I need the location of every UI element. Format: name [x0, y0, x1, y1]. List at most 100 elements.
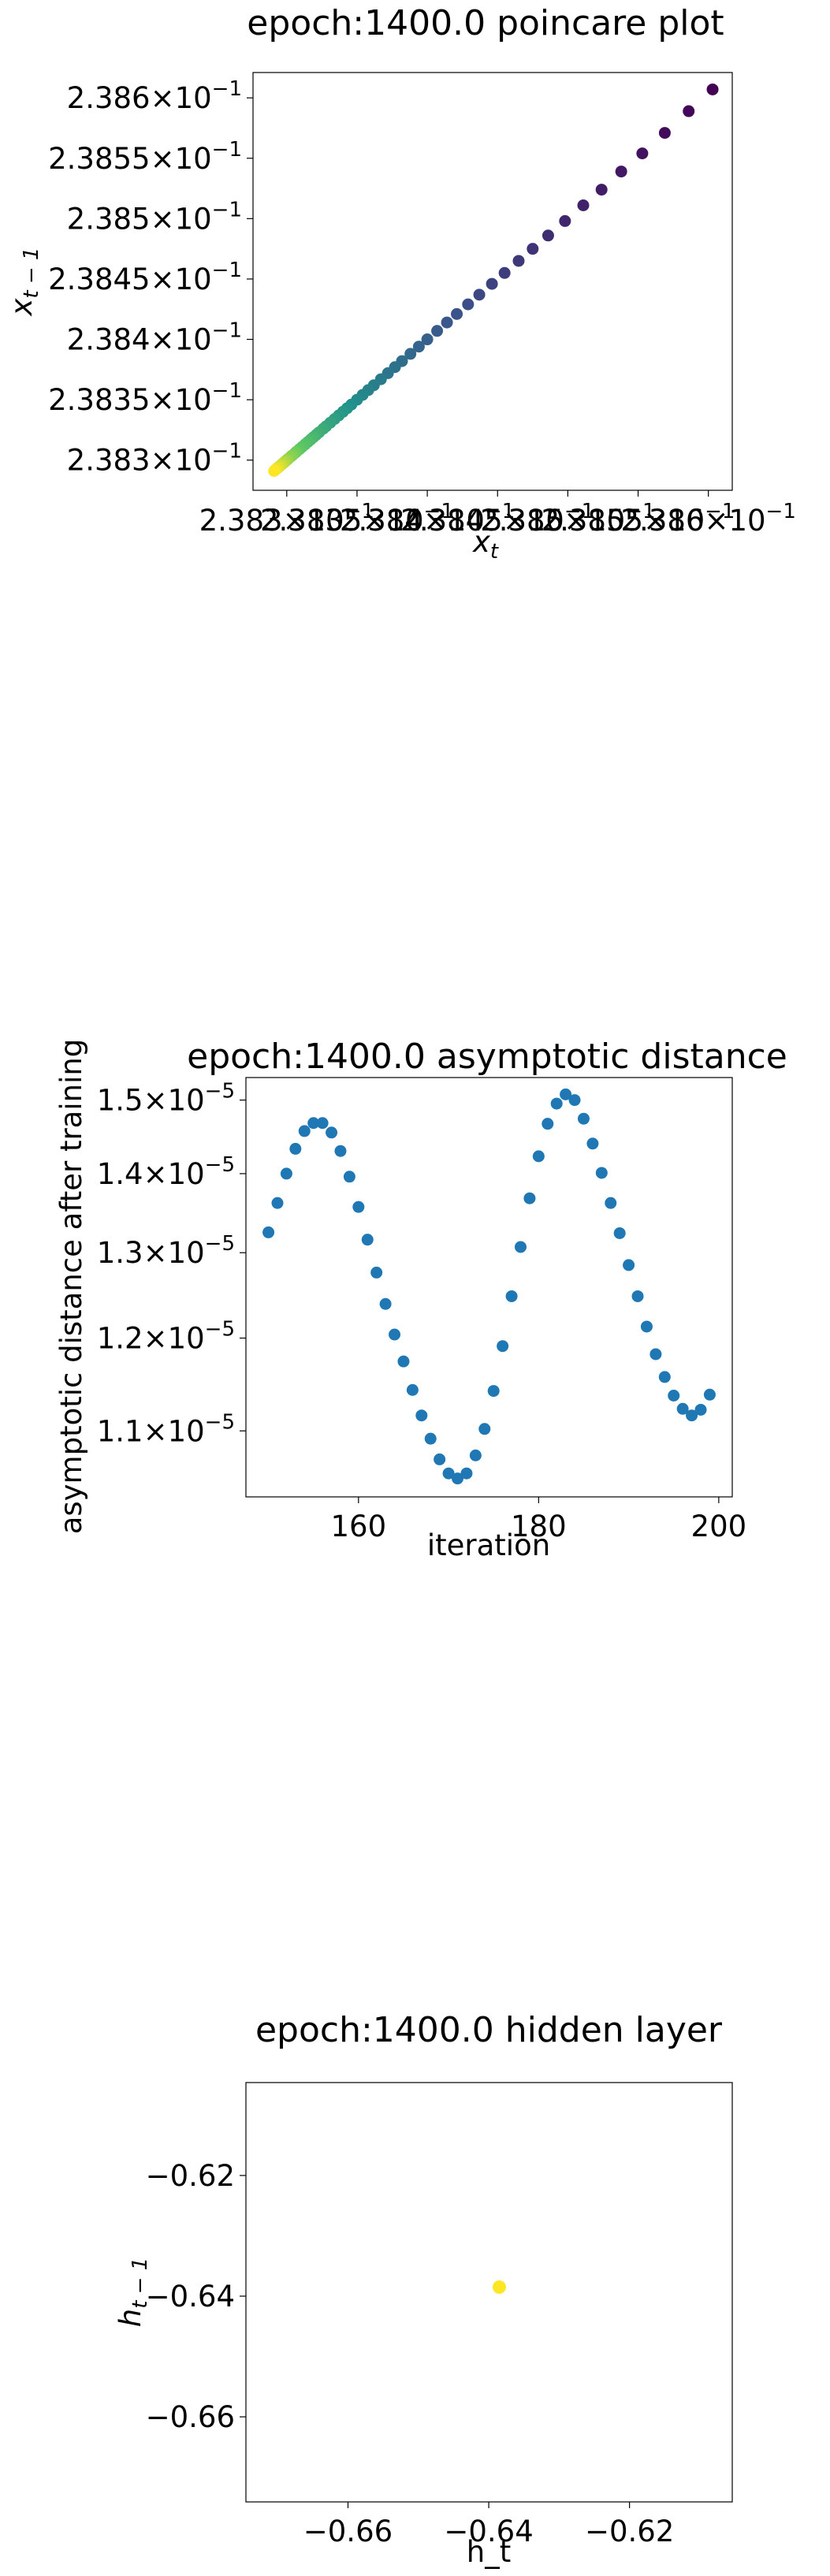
asymptotic-point [550, 1097, 563, 1110]
hidden-layer-y-tick-label: −0.62 [146, 2159, 235, 2193]
poincare-point [462, 298, 475, 311]
asymptotic-axes-frame [245, 1077, 733, 1498]
asymptotic-x-tick-label: 200 [691, 1509, 747, 1543]
poincare-point [542, 229, 554, 242]
asymptotic-point [640, 1320, 653, 1333]
hidden-layer-point [492, 2280, 506, 2294]
poincare-point [683, 105, 695, 117]
hidden-layer-x-tick-label: −0.66 [303, 2515, 393, 2548]
asymptotic-point [668, 1390, 680, 1402]
asymptotic-point [452, 1472, 464, 1485]
asymptotic-point [352, 1201, 365, 1213]
asymptotic-point [631, 1290, 644, 1302]
asymptotic-point [649, 1348, 662, 1361]
poincare-x-tick-label: 2.385×10−1 [480, 500, 655, 538]
asymptotic-point [686, 1409, 698, 1422]
poincare-x-ticks: 2.383×10−12.3835×10−12.384×10−12.3845×10… [199, 490, 796, 538]
asymptotic-point [289, 1142, 302, 1155]
poincare-x-tick-label: 2.3855×10−1 [542, 500, 735, 538]
poincare-y-tick-label: 2.385×10−1 [67, 198, 242, 236]
asymptotic-point [280, 1167, 292, 1180]
poincare-point [527, 243, 539, 255]
asymptotic-point [316, 1117, 329, 1130]
poincare-point [441, 316, 453, 329]
asymptotic-point [658, 1371, 671, 1383]
asymptotic-x-ticks: 160 180 200 [331, 1497, 747, 1543]
asymptotic-y-tick-label: 1.3×10−5 [97, 1232, 235, 1270]
asymptotic-point [586, 1137, 599, 1150]
hidden-layer-y-tick-label: −0.66 [146, 2400, 235, 2434]
asymptotic-point [560, 1088, 572, 1100]
poincare-point [451, 307, 463, 320]
asymptotic-point [415, 1409, 428, 1422]
poincare-x-tick-label: 2.3835×10−1 [260, 500, 454, 538]
hidden-layer-x-tick-label: −0.62 [585, 2515, 674, 2548]
asymptotic-point [613, 1227, 626, 1239]
hidden-layer-x-axis-label: h_t [467, 2535, 511, 2569]
asymptotic-point [703, 1388, 716, 1401]
poincare-y-tick-label: 2.383×10−1 [67, 440, 242, 478]
poincare-point [512, 255, 525, 267]
asymptotic-point [442, 1467, 455, 1480]
poincare-y-tick-label: 2.3855×10−1 [48, 138, 242, 176]
poincare-title: epoch:1400.0 poincare plot [247, 3, 724, 43]
poincare-point [498, 266, 511, 279]
hidden-layer-chart: epoch:1400.0 hidden layer −0.62−0.64−0.6… [114, 2010, 733, 2569]
asymptotic-point [434, 1453, 446, 1465]
asymptotic-y-tick-label: 1.1×10−5 [97, 1410, 235, 1448]
hidden-layer-x-ticks: −0.66 −0.64 −0.62 [303, 2502, 674, 2548]
asymptotic-point [595, 1167, 608, 1179]
hidden-layer-x-tick-label: −0.64 [444, 2515, 533, 2548]
poincare-point [268, 464, 281, 477]
asymptotic-y-tick-label: 1.2×10−5 [97, 1318, 235, 1356]
asymptotic-point [460, 1467, 473, 1480]
asymptotic-point [577, 1112, 590, 1125]
asymptotic-point [694, 1403, 707, 1416]
asymptotic-title: epoch:1400.0 asymptotic distance [187, 1037, 787, 1077]
asymptotic-point [298, 1125, 311, 1137]
asymptotic-point [326, 1126, 338, 1139]
poincare-y-ticks: 2.383×10−1 2.3835×10−1 2.384×10−1 2.3845×10… [48, 77, 253, 478]
asymptotic-point [424, 1432, 437, 1445]
poincare-x-tick-label: 2.383×10−1 [199, 500, 374, 538]
asymptotic-point [343, 1171, 355, 1183]
poincare-point [615, 166, 627, 178]
hidden-layer-y-axis-label: ht − 1 [114, 2258, 152, 2328]
asymptotic-point [605, 1197, 617, 1209]
poincare-x-tick-label: 2.384×10−1 [340, 500, 515, 538]
poincare-points [268, 83, 719, 477]
asymptotic-point [478, 1423, 491, 1435]
asymptotic-point [497, 1340, 509, 1353]
asymptotic-y-ticks: 1.1×10−5 1.2×10−5 1.3×10−5 1.4×10−5 1.5×10−5 [97, 1080, 246, 1448]
poincare-point [559, 214, 571, 227]
asymptotic-x-tick-label: 180 [511, 1509, 567, 1543]
asymptotic-point [676, 1402, 689, 1415]
poincare-point [404, 348, 417, 360]
asymptotic-point [361, 1234, 374, 1246]
hidden-layer-y-ticks: −0.62 −0.64 −0.66 [146, 2159, 246, 2434]
asymptotic-point [397, 1355, 410, 1368]
poincare-point [658, 127, 671, 140]
asymptotic-point [370, 1266, 383, 1279]
asymptotic-point [389, 1328, 401, 1341]
poincare-y-tick-label: 2.3835×10−1 [48, 379, 242, 417]
asymptotic-point [487, 1385, 500, 1398]
poincare-point [431, 325, 444, 337]
asymptotic-point [271, 1197, 284, 1209]
poincare-point [486, 277, 498, 290]
poincare-x-tick-label: 2.386×10−1 [621, 500, 796, 538]
poincare-x-axis-label: xt [472, 525, 499, 564]
hidden-layer-y-tick-label: −0.64 [146, 2280, 235, 2314]
asymptotic-point [469, 1449, 482, 1461]
asymptotic-x-tick-label: 160 [331, 1509, 387, 1543]
asymptotic-points [262, 1088, 716, 1485]
asymptotic-point [623, 1259, 635, 1271]
asymptotic-point [379, 1297, 392, 1310]
asymptotic-point [505, 1290, 518, 1302]
asymptotic-point [307, 1117, 320, 1130]
poincare-y-tick-label: 2.3845×10−1 [48, 259, 242, 296]
asymptotic-point [542, 1118, 554, 1130]
poincare-x-tick-label: 2.3845×10−1 [400, 500, 594, 538]
poincare-point [473, 288, 486, 301]
asymptotic-y-tick-label: 1.4×10−5 [97, 1153, 235, 1191]
